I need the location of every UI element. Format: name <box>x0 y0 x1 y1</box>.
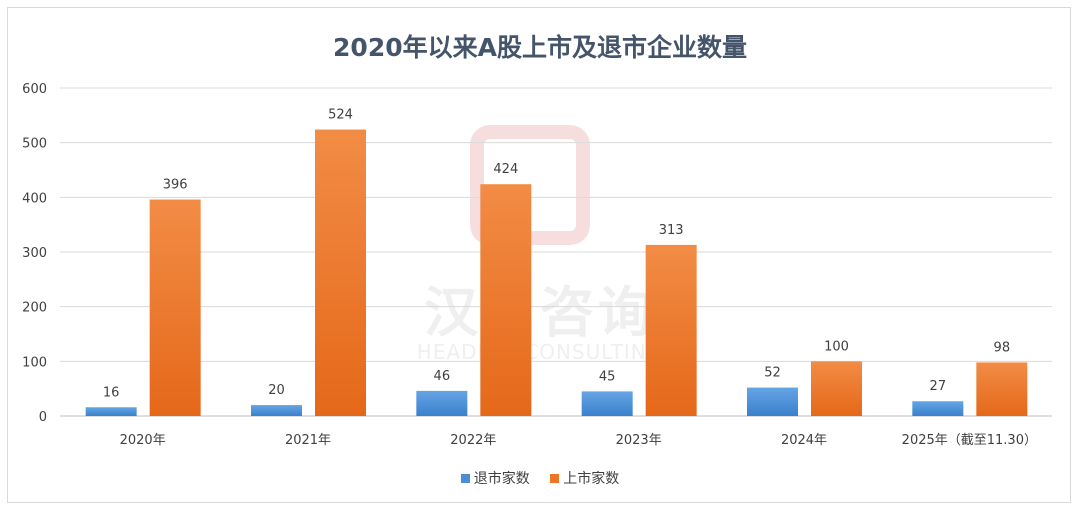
data-label: 27 <box>930 379 947 394</box>
legend-swatch <box>550 473 560 483</box>
chart-border <box>7 7 1071 503</box>
x-tick-label: 2022年 <box>450 433 496 448</box>
bar-listed <box>976 362 1028 416</box>
bar-delisted <box>416 390 468 416</box>
data-label: 46 <box>434 369 451 384</box>
x-tick-label: 2020年 <box>120 433 166 448</box>
data-label: 313 <box>659 223 684 238</box>
data-label: 52 <box>764 366 781 381</box>
bar-delisted <box>85 407 137 416</box>
legend-label: 上市家数 <box>563 471 620 487</box>
data-label: 16 <box>103 385 120 400</box>
legend-item-delisted: 退市家数 <box>460 468 530 488</box>
x-tick-label: 2024年 <box>781 433 827 448</box>
y-tick-label: 200 <box>22 301 47 316</box>
x-tick-label: 2025年（截至11.30） <box>902 433 1037 448</box>
data-label: 424 <box>493 162 518 177</box>
data-label: 20 <box>268 383 285 398</box>
data-label: 100 <box>824 339 849 354</box>
data-label: 45 <box>599 369 616 384</box>
y-tick-label: 300 <box>22 246 47 261</box>
bar-delisted <box>581 391 633 416</box>
x-tick-label: 2021年 <box>285 433 331 448</box>
y-tick-label: 100 <box>22 355 47 370</box>
x-tick-label: 2023年 <box>616 433 662 448</box>
y-tick-label: 500 <box>22 137 47 152</box>
bar-listed <box>811 361 862 416</box>
bar-listed <box>315 129 366 416</box>
y-tick-label: 0 <box>39 410 47 425</box>
bar-listed <box>645 244 697 416</box>
bar-delisted <box>747 387 798 416</box>
bar-delisted <box>912 401 964 416</box>
data-label: 98 <box>994 340 1011 355</box>
y-tick-label: 400 <box>22 191 47 206</box>
legend-item-listed: 上市家数 <box>550 468 619 488</box>
legend: 退市家数 上市家数 <box>0 468 1080 488</box>
data-label: 396 <box>163 178 188 193</box>
y-tick-label: 600 <box>22 82 47 97</box>
data-label: 524 <box>328 108 353 123</box>
legend-label: 退市家数 <box>473 471 530 487</box>
legend-swatch <box>460 473 470 483</box>
chart-title: 2020年以来A股上市及退市企业数量 <box>333 33 747 62</box>
bar-listed <box>480 184 532 416</box>
bar-listed <box>149 199 201 416</box>
bar-delisted <box>251 405 302 416</box>
